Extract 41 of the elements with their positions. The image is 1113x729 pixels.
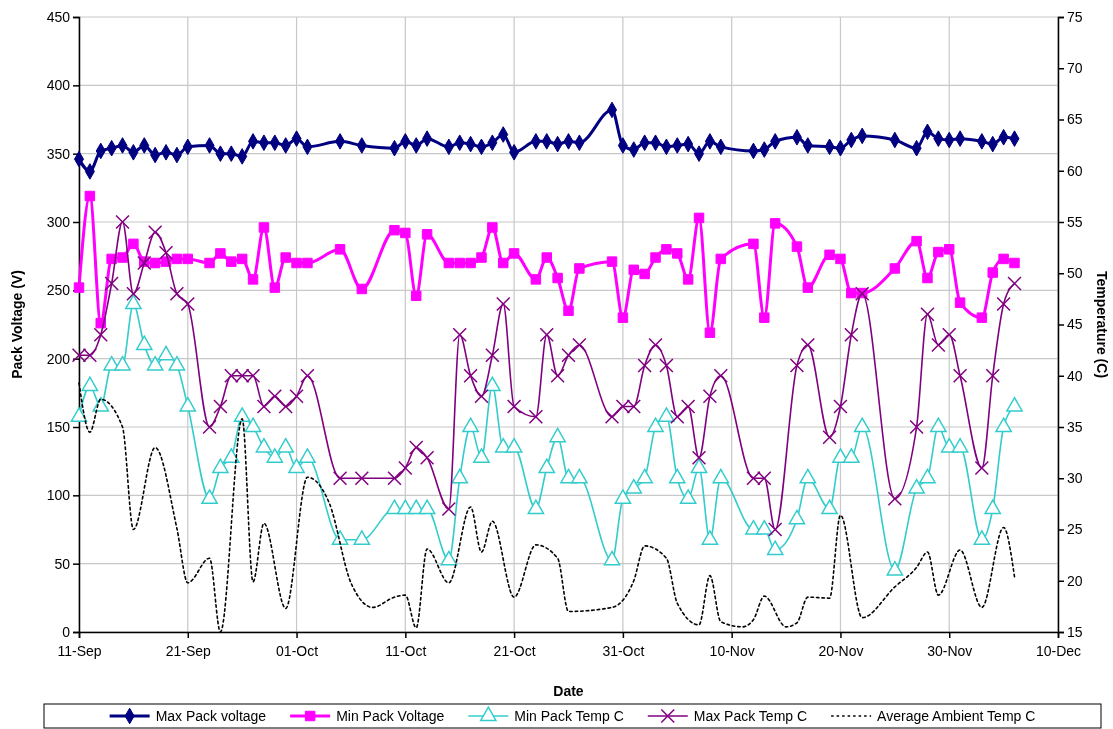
y2-tick-label: 70 (1067, 60, 1083, 77)
y2-tick-label: 40 (1067, 367, 1083, 384)
y2-axis-title: Temperature (C) (1094, 270, 1110, 379)
y-tick-label: 100 (46, 487, 71, 504)
y-tick-label: 150 (46, 418, 71, 435)
legend-label: Max Pack Temp C (693, 708, 808, 724)
y-tick-label: 0 (62, 623, 71, 640)
x-tick-label: 31-Oct (602, 642, 645, 659)
legend-label: Min Pack Voltage (336, 708, 445, 724)
x-tick-label: 01-Oct (276, 642, 319, 659)
x-tick-label: 21-Sep (165, 642, 212, 659)
x-tick-label: 21-Oct (493, 642, 536, 659)
legend-label: Min Pack Temp C (514, 708, 624, 724)
y2-tick-label: 25 (1067, 521, 1083, 538)
y2-tick-label: 20 (1067, 572, 1083, 589)
x-tick-label: 30-Nov (927, 642, 973, 659)
y2-tick-label: 50 (1067, 265, 1083, 282)
y-tick-label: 400 (46, 77, 71, 94)
x-tick-label: 10-Nov (709, 642, 755, 659)
y-tick-label: 450 (46, 8, 71, 25)
x-axis-title: Date (553, 683, 584, 699)
y-axis-title: Pack Voltage (V) (9, 270, 25, 379)
y2-tick-label: 55 (1067, 213, 1083, 230)
y2-tick-label: 65 (1067, 111, 1083, 128)
x-tick-label: 10-Dec (1035, 642, 1082, 659)
y-tick-label: 50 (54, 555, 71, 572)
y2-tick-label: 30 (1067, 470, 1083, 487)
y2-tick-label: 15 (1067, 623, 1083, 640)
x-tick-label: 20-Nov (818, 642, 864, 659)
legend-label: Max Pack voltage (155, 708, 267, 724)
y2-tick-label: 75 (1067, 8, 1083, 25)
y2-tick-label: 60 (1067, 162, 1083, 179)
y-tick-label: 250 (46, 282, 71, 299)
x-tick-label: 11-Sep (57, 642, 102, 659)
y-tick-label: 300 (46, 213, 71, 230)
x-tick-label: 11-Oct (385, 642, 427, 659)
y-tick-label: 350 (46, 145, 71, 162)
legend-label: Average Ambient Temp C (877, 708, 1036, 724)
y2-tick-label: 35 (1067, 418, 1083, 435)
y2-tick-label: 45 (1067, 316, 1083, 333)
y-tick-label: 200 (46, 350, 71, 367)
